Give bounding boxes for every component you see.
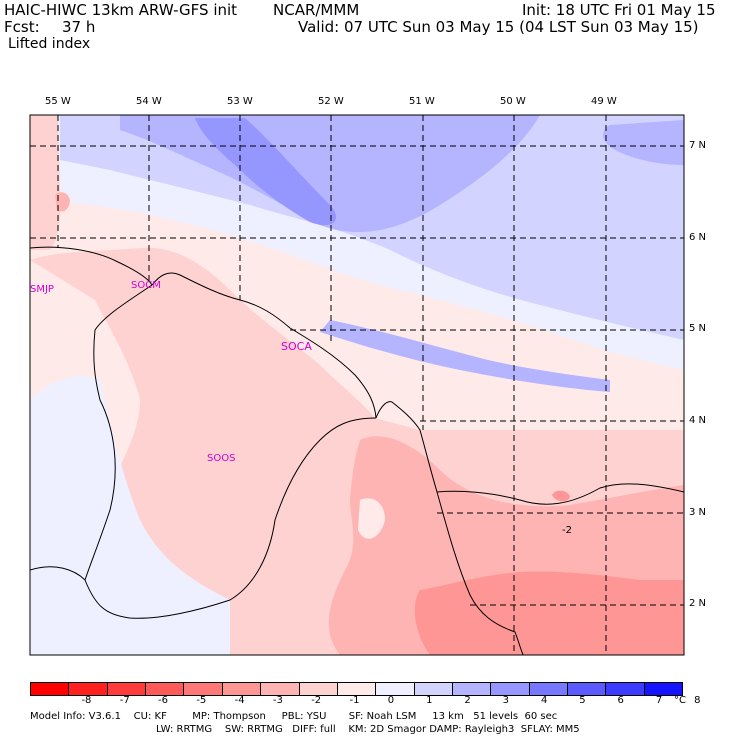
colorbar-tick-label: 2 [464, 695, 471, 706]
colorbar-segment [605, 683, 644, 695]
fcst-hours: 37 h [62, 18, 96, 36]
lon-label: 50 W [500, 96, 526, 107]
graticule [30, 115, 684, 655]
colorbar-tick-label: 6 [617, 695, 624, 706]
colorbar-segment [375, 683, 414, 695]
colorbar-unit: °C [674, 695, 686, 706]
colorbar-segment [336, 683, 376, 695]
colorbar-segment [145, 683, 184, 695]
colorbar-segment [183, 683, 222, 695]
interior-pale [30, 376, 230, 655]
colorbar-segment [413, 683, 452, 695]
station-label-smjp: SMJP [30, 284, 54, 295]
colorbar-tick-label: 7 [655, 695, 663, 706]
colorbar-tick-label: -6 [158, 695, 168, 706]
colorbar-ticks: -8 -7 -6 -5 -4 -3 -2 -1 0 1 2 3 4 5 6 7 8 [30, 695, 700, 707]
colorbar-tick-label: -3 [272, 695, 283, 706]
unstable-deep [414, 571, 684, 655]
coastline [30, 246, 524, 655]
station-label-socm: SOCM [131, 280, 161, 291]
plot-frame [29, 114, 685, 656]
colorbar-segment [528, 683, 568, 695]
colorbar-tick-label: -8 [81, 695, 92, 706]
colorbar-tick-label: 8 [694, 695, 701, 706]
lat-label: 2 N [689, 598, 707, 609]
lat-label: 4 N [689, 415, 707, 426]
valid-time: Valid: 07 UTC Sun 03 May 15 (04 LST Sun … [298, 18, 699, 36]
lon-label: 49 W [591, 96, 617, 107]
colorbar-segment [298, 683, 337, 695]
colorbar-segment [106, 683, 146, 695]
lat-label: 3 N [689, 507, 707, 518]
model-info-line2: LW: RRTMG SW: RRTMG DIFF: full KM: 2D Sm… [156, 724, 580, 735]
colorbar-segment [260, 683, 299, 695]
fcst-label: Fcst: [4, 18, 40, 36]
lat-label: 7 N [689, 140, 707, 151]
init-time: Init: 18 UTC Fri 01 May 15 [522, 1, 716, 19]
sea-pale [358, 498, 385, 539]
colorbar-segment [567, 683, 606, 695]
border-line-east [436, 483, 684, 505]
colorbar-tick-label: -1 [349, 695, 360, 706]
unstable-spot-east [552, 490, 570, 502]
colorbar-segment [31, 683, 69, 695]
colorbar-segment [490, 683, 529, 695]
station-label-soca: SOCA [281, 340, 312, 353]
unstable-coast-west [30, 115, 61, 250]
lat-label: 5 N [689, 323, 707, 334]
colorbar-tick-label: 1 [426, 695, 433, 706]
colorbar-tick-label: 4 [540, 695, 548, 706]
colorbar-tick-label: -4 [234, 695, 245, 706]
org-label: NCAR/MMM [273, 1, 360, 19]
model-title: HAIC-HIWC 13km ARW-GFS init [4, 1, 238, 19]
colorbar-tick-label: -5 [196, 695, 207, 706]
colorbar-tick-label: 0 [387, 695, 395, 706]
station-label-soos: SOOS [207, 453, 236, 464]
colorbar-segment [221, 683, 261, 695]
colorbar-segment [451, 683, 491, 695]
colorbar-tick-label: -7 [119, 695, 130, 706]
lon-label: 55 W [45, 96, 71, 107]
stable-core-east [603, 120, 684, 165]
stable-core [195, 118, 337, 226]
model-info-line1: Model Info: V3.6.1 CU: KF MP: Thompson P… [30, 711, 558, 722]
lat-label: 6 N [689, 232, 707, 243]
colorbar-segment [643, 683, 683, 695]
border-line-south [30, 566, 86, 581]
colorbar-segment [68, 683, 107, 695]
contour-label: -2 [562, 525, 572, 536]
colorbar [30, 682, 683, 696]
unstable-spot-west [55, 192, 70, 212]
stable-band-mid [320, 320, 610, 392]
colorbar-tick-label: -2 [311, 695, 322, 706]
border-line [84, 284, 377, 619]
lon-label: 53 W [227, 96, 253, 107]
field-name: Lifted index [8, 36, 91, 52]
colorbar-tick-label: 5 [579, 695, 586, 706]
lon-label: 54 W [136, 96, 162, 107]
lon-label: 52 W [318, 96, 344, 107]
colorbar-tick-label: 3 [502, 695, 510, 706]
lon-label: 51 W [409, 96, 435, 107]
